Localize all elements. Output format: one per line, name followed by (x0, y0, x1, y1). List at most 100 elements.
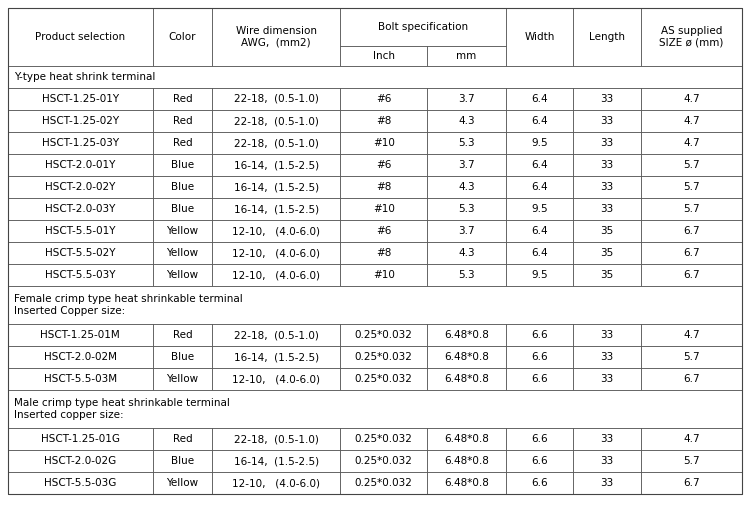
Bar (153, 242, 212, 264)
Text: Male crimp type heat shrinkable terminal
Inserted copper size:: Male crimp type heat shrinkable terminal… (14, 398, 229, 420)
Text: 4.7: 4.7 (683, 434, 700, 444)
Bar (641, 198, 742, 220)
Text: 6.48*0.8: 6.48*0.8 (444, 330, 489, 340)
Text: HSCT-2.0-03Y: HSCT-2.0-03Y (45, 204, 116, 214)
Text: Yellow: Yellow (166, 226, 199, 236)
Bar (427, 154, 506, 176)
Bar (427, 450, 506, 472)
Text: #6: #6 (376, 94, 392, 104)
Bar (212, 8, 340, 66)
Text: 3.7: 3.7 (458, 94, 475, 104)
Bar (427, 242, 506, 264)
Bar (506, 132, 574, 154)
Text: 6.6: 6.6 (531, 434, 548, 444)
Text: 0.25*0.032: 0.25*0.032 (355, 330, 413, 340)
Text: 35: 35 (601, 248, 614, 258)
Bar (340, 450, 427, 472)
Bar (641, 346, 742, 368)
Bar (153, 368, 212, 390)
Text: 33: 33 (601, 160, 614, 170)
Text: HSCT-1.25-01G: HSCT-1.25-01G (40, 434, 120, 444)
Text: HSCT-2.0-02M: HSCT-2.0-02M (44, 352, 117, 362)
Text: 22-18,  (0.5-1.0): 22-18, (0.5-1.0) (234, 330, 319, 340)
Bar (153, 88, 212, 110)
Bar (641, 154, 742, 176)
Bar (506, 472, 574, 494)
Text: 6.4: 6.4 (531, 94, 548, 104)
Text: 0.25*0.032: 0.25*0.032 (355, 352, 413, 362)
Text: HSCT-5.5-03M: HSCT-5.5-03M (44, 374, 117, 384)
Bar (340, 8, 506, 46)
Bar (8, 176, 153, 198)
Bar (212, 132, 340, 154)
Bar (153, 8, 212, 66)
Bar (212, 198, 340, 220)
Bar (8, 220, 153, 242)
Text: 33: 33 (601, 182, 614, 192)
Text: 22-18,  (0.5-1.0): 22-18, (0.5-1.0) (234, 434, 319, 444)
Bar (427, 176, 506, 198)
Text: 5.3: 5.3 (458, 138, 475, 148)
Text: 12-10,   (4.0-6.0): 12-10, (4.0-6.0) (232, 478, 320, 488)
Text: #8: #8 (376, 116, 392, 126)
Bar (506, 428, 574, 450)
Text: 33: 33 (601, 478, 614, 488)
Bar (340, 220, 427, 242)
Bar (641, 88, 742, 110)
Text: 5.7: 5.7 (683, 160, 700, 170)
Text: Yellow: Yellow (166, 478, 199, 488)
Bar (340, 264, 427, 286)
Text: 12-10,   (4.0-6.0): 12-10, (4.0-6.0) (232, 248, 320, 258)
Bar (153, 264, 212, 286)
Text: 16-14,  (1.5-2.5): 16-14, (1.5-2.5) (234, 182, 319, 192)
Bar (427, 110, 506, 132)
Bar (8, 66, 742, 88)
Text: HSCT-1.25-01Y: HSCT-1.25-01Y (42, 94, 119, 104)
Bar (506, 88, 574, 110)
Bar (574, 428, 641, 450)
Text: 35: 35 (601, 226, 614, 236)
Bar (427, 198, 506, 220)
Bar (427, 368, 506, 390)
Text: 3.7: 3.7 (458, 226, 475, 236)
Text: 22-18,  (0.5-1.0): 22-18, (0.5-1.0) (234, 116, 319, 126)
Bar (212, 176, 340, 198)
Bar (574, 176, 641, 198)
Text: #8: #8 (376, 248, 392, 258)
Bar (574, 346, 641, 368)
Text: 12-10,   (4.0-6.0): 12-10, (4.0-6.0) (232, 374, 320, 384)
Text: HSCT-2.0-02G: HSCT-2.0-02G (44, 456, 116, 466)
Text: 6.48*0.8: 6.48*0.8 (444, 434, 489, 444)
Text: #10: #10 (373, 204, 394, 214)
Text: #10: #10 (373, 270, 394, 280)
Text: 22-18,  (0.5-1.0): 22-18, (0.5-1.0) (234, 94, 319, 104)
Text: 6.4: 6.4 (531, 182, 548, 192)
Text: Red: Red (172, 116, 192, 126)
Text: 6.48*0.8: 6.48*0.8 (444, 352, 489, 362)
Text: Wire dimension
AWG,  (mm2): Wire dimension AWG, (mm2) (236, 26, 316, 48)
Text: 5.7: 5.7 (683, 182, 700, 192)
Text: 0.25*0.032: 0.25*0.032 (355, 478, 413, 488)
Bar (574, 154, 641, 176)
Bar (340, 242, 427, 264)
Bar (641, 324, 742, 346)
Bar (340, 472, 427, 494)
Bar (427, 46, 506, 66)
Bar (8, 264, 153, 286)
Bar (340, 176, 427, 198)
Bar (641, 472, 742, 494)
Text: 35: 35 (601, 270, 614, 280)
Text: 3.7: 3.7 (458, 160, 475, 170)
Text: Red: Red (172, 330, 192, 340)
Bar (153, 450, 212, 472)
Text: Blue: Blue (171, 182, 194, 192)
Bar (641, 8, 742, 66)
Bar (427, 264, 506, 286)
Bar (212, 428, 340, 450)
Text: 16-14,  (1.5-2.5): 16-14, (1.5-2.5) (234, 204, 319, 214)
Text: Yellow: Yellow (166, 270, 199, 280)
Bar (427, 88, 506, 110)
Bar (574, 110, 641, 132)
Text: 16-14,  (1.5-2.5): 16-14, (1.5-2.5) (234, 352, 319, 362)
Text: 6.6: 6.6 (531, 352, 548, 362)
